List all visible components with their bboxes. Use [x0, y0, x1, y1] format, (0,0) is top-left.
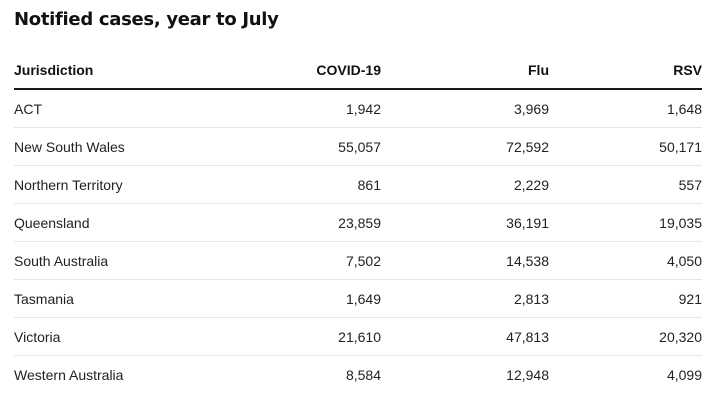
cell-covid: 55,057 [234, 127, 381, 166]
cell-flu: 12,948 [506, 366, 549, 383]
table-row: ACT 1,942 3,969 1,648 [14, 89, 702, 128]
cell-flu: 2,229 [381, 165, 549, 204]
column-header-jurisdiction: Jurisdiction [14, 52, 234, 90]
column-header-covid: COVID-19 [234, 52, 381, 90]
cell-rsv: 921 [549, 279, 702, 318]
table-row: Queensland 23,859 36,191 19,035 [14, 203, 702, 242]
cell-jurisdiction: Tasmania [14, 279, 234, 318]
cell-jurisdiction: Northern Territory [14, 165, 234, 204]
cell-covid: 1,649 [234, 279, 381, 318]
cell-covid: 8,584 [345, 366, 381, 383]
cell-jurisdiction: New South Wales [14, 127, 234, 166]
cell-covid: 21,610 [234, 317, 381, 356]
cell-covid: 1,942 [234, 89, 381, 128]
cell-jurisdiction: South Australia [14, 241, 234, 280]
cell-rsv: 50,171 [549, 127, 702, 166]
cell-flu: 36,191 [381, 203, 549, 242]
chart-title: Notified cases, year to July [14, 9, 279, 30]
cell-rsv: 4,050 [549, 241, 702, 280]
table-row: Tasmania 1,649 2,813 921 [14, 279, 702, 318]
cell-flu: 47,813 [381, 317, 549, 356]
cell-flu: 2,813 [381, 279, 549, 318]
cell-jurisdiction: Queensland [14, 203, 234, 242]
table-row: Northern Territory 861 2,229 557 [14, 165, 702, 204]
cell-jurisdiction: Western Australia [14, 366, 124, 383]
column-header-flu: Flu [381, 52, 549, 90]
column-header-rsv: RSV [549, 52, 702, 90]
table-row: New South Wales 55,057 72,592 50,171 [14, 127, 702, 166]
cell-rsv: 19,035 [549, 203, 702, 242]
cell-flu: 3,969 [381, 89, 549, 128]
cell-rsv: 4,099 [666, 366, 702, 383]
cases-table: Jurisdiction COVID-19 Flu RSV ACT 1,942 3,… [14, 52, 702, 393]
cell-covid: 7,502 [234, 241, 381, 280]
table-header-row: Jurisdiction COVID-19 Flu RSV [14, 52, 702, 90]
table-body: ACT 1,942 3,969 1,648 New South Wales 55,057 7… [14, 89, 702, 393]
cell-rsv: 20,320 [549, 317, 702, 356]
cell-jurisdiction: Victoria [14, 317, 234, 356]
table-row: South Australia 7,502 14,538 4,050 [14, 241, 702, 280]
cell-rsv: 1,648 [549, 89, 702, 128]
cell-covid: 23,859 [234, 203, 381, 242]
cell-flu: 14,538 [381, 241, 549, 280]
cell-flu: 72,592 [381, 127, 549, 166]
table-row: Western Australia 8,584 12,948 4,099 [14, 356, 702, 394]
cell-rsv: 557 [549, 165, 702, 204]
cell-covid: 861 [234, 165, 381, 204]
cell-jurisdiction: ACT [14, 89, 234, 128]
table-row: Victoria 21,610 47,813 20,320 [14, 317, 702, 356]
